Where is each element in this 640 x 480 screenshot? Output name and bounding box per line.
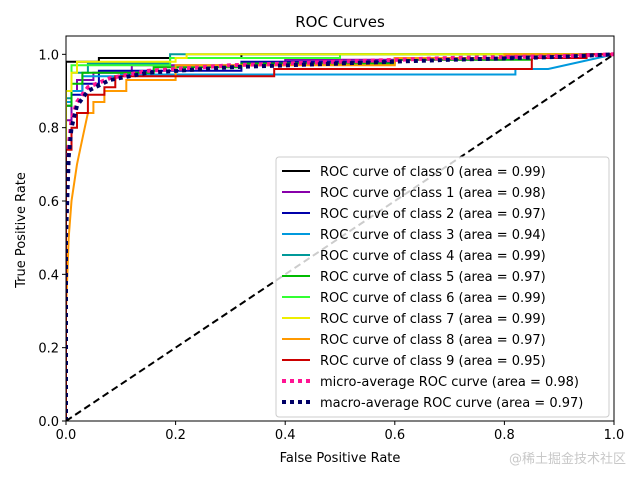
legend-label-3: ROC curve of class 3 (area = 0.94) (320, 228, 546, 243)
series-line-7 (66, 53, 614, 421)
y-tick-label: 0.0 (38, 415, 59, 430)
x-tick-label: 0.8 (494, 428, 515, 443)
legend-box (275, 156, 610, 418)
legend-label-11: macro-average ROC curve (area = 0.97) (320, 396, 583, 411)
watermark: @稀土掘金技术社区 (509, 451, 626, 467)
plot-frame (65, 35, 615, 422)
legend-label-6: ROC curve of class 6 (area = 0.99) (320, 291, 546, 306)
x-tick-label: 1.0 (604, 428, 625, 443)
chart-title: ROC Curves (295, 13, 385, 31)
legend-label-10: micro-average ROC curve (area = 0.98) (320, 375, 579, 390)
legend-label-5: ROC curve of class 5 (area = 0.97) (320, 270, 546, 285)
legend-label-2: ROC curve of class 2 (area = 0.97) (320, 207, 546, 222)
legend-label-9: ROC curve of class 9 (area = 0.95) (320, 354, 546, 369)
legend-label-8: ROC curve of class 8 (area = 0.97) (320, 333, 546, 348)
y-tick-label: 1.0 (38, 48, 59, 63)
y-axis-label: True Positive Rate (14, 172, 29, 289)
legend-label-1: ROC curve of class 1 (area = 0.98) (320, 186, 546, 201)
y-tick-label: 0.8 (38, 122, 59, 137)
y-tick-label: 0.2 (38, 342, 59, 357)
legend-label-7: ROC curve of class 7 (area = 0.99) (320, 312, 546, 327)
legend-label-4: ROC curve of class 4 (area = 0.99) (320, 249, 546, 264)
plot-area (65, 35, 615, 422)
y-tick-label: 0.6 (38, 195, 59, 210)
legend-label-0: ROC curve of class 0 (area = 0.99) (320, 165, 546, 180)
y-tick-label: 0.4 (38, 268, 59, 283)
x-tick-label: 0.6 (384, 428, 405, 443)
x-tick-label: 0.4 (275, 428, 296, 443)
curves (66, 52, 614, 421)
y-axis-ticks: 0.0 0.2 0.4 0.6 0.8 1.0 (38, 48, 66, 430)
x-axis-label: False Positive Rate (280, 451, 401, 466)
x-tick-label: 0.2 (165, 428, 186, 443)
legend: ROC curve of class 0 (area = 0.99) ROC cu… (275, 156, 610, 418)
x-tick-label: 0.0 (56, 428, 77, 443)
series-line-11 (66, 52, 614, 421)
x-axis-ticks: 0.0 0.2 0.4 0.6 0.8 1.0 (56, 421, 625, 443)
